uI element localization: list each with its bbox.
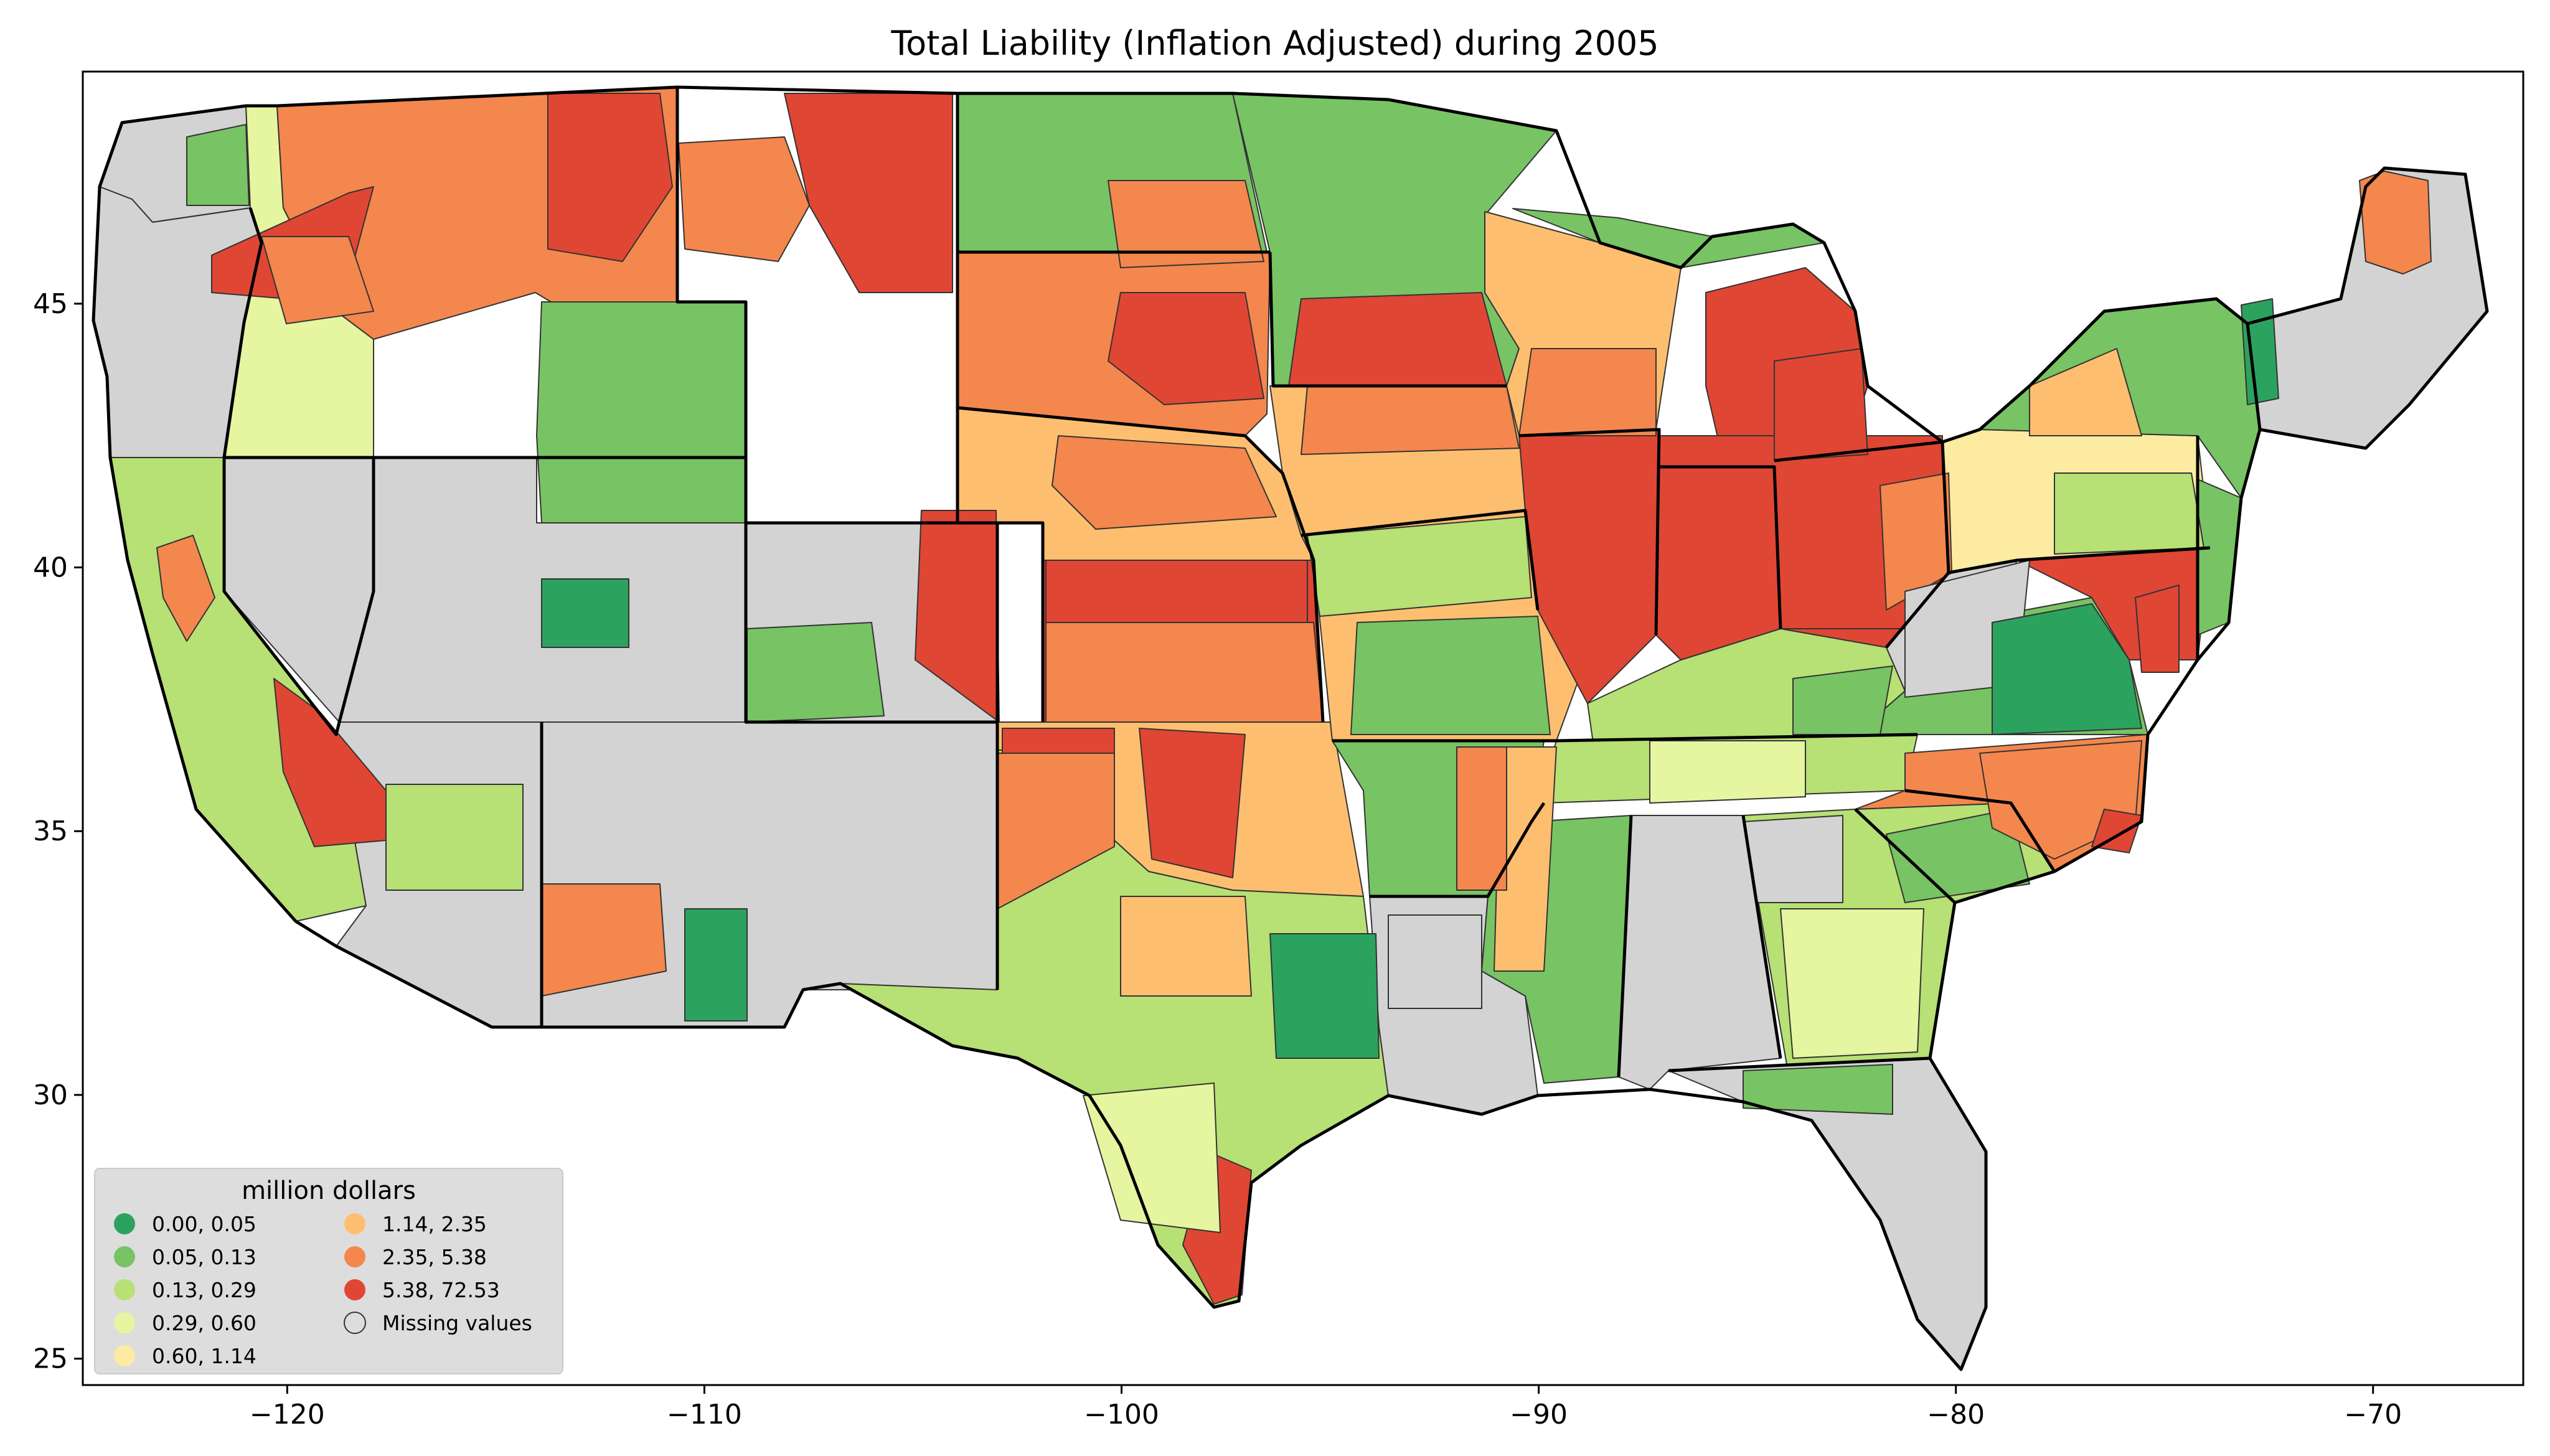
y-tick-label: 45 — [33, 288, 68, 320]
region-pennsylvania-south — [2054, 472, 2204, 555]
region-kansas-north — [1045, 560, 1308, 623]
region-tennessee-middle — [1649, 740, 1806, 804]
legend-label: 0.00, 0.05 — [152, 1212, 256, 1236]
region-montana-central — [678, 136, 810, 262]
legend-box — [94, 1168, 563, 1374]
legend-label: 0.29, 0.60 — [152, 1311, 256, 1335]
legend-swatch — [114, 1345, 135, 1366]
region-minnesota-south — [1288, 292, 1507, 387]
region-kentucky-east — [1792, 665, 1893, 735]
region-nm-south-green — [684, 908, 748, 1022]
legend-swatch — [114, 1312, 135, 1333]
y-tick-label: 35 — [33, 815, 68, 847]
state-wyoming — [536, 301, 746, 524]
legend-swatch — [114, 1213, 135, 1234]
region-texas-north-central — [1120, 896, 1252, 997]
region-idaho-snake — [261, 236, 374, 324]
region-kansas-south — [1045, 622, 1324, 723]
region-nebraska-central — [1052, 435, 1277, 530]
region-texas-south — [1083, 1083, 1221, 1233]
region-texas-east-green — [1269, 933, 1380, 1059]
region-louisiana-north — [1388, 914, 1482, 1009]
legend-swatch — [344, 1279, 365, 1300]
y-tick-label: 40 — [33, 552, 68, 584]
region-northern-ca — [156, 535, 215, 642]
legend-label: Missing values — [382, 1311, 532, 1335]
legend-label: 0.05, 0.13 — [152, 1245, 256, 1269]
state-maine-aroostook — [2359, 171, 2432, 275]
legend-swatch — [344, 1213, 365, 1234]
x-tick-label: −120 — [250, 1399, 325, 1430]
region-missouri-south — [1350, 616, 1551, 735]
region-florida-panhandle — [1743, 1064, 1893, 1115]
legend-swatch — [344, 1246, 365, 1267]
legend-label: 0.13, 0.29 — [152, 1278, 256, 1302]
y-axis: 45 40 35 30 25 — [33, 288, 83, 1375]
y-tick-label: 25 — [33, 1343, 68, 1375]
region-wisconsin-south — [1518, 348, 1657, 436]
region-nd-east — [1108, 180, 1264, 268]
legend-swatch — [344, 1312, 366, 1334]
region-montana-east — [547, 93, 673, 262]
legend-label: 5.38, 72.53 — [382, 1278, 500, 1302]
region-sd-east — [1108, 292, 1264, 405]
x-tick-label: −70 — [2344, 1399, 2402, 1430]
region-south-carolina — [1886, 809, 2030, 903]
region-virginia-piedmont — [1992, 603, 2142, 735]
region-eastern-co — [915, 510, 1000, 723]
state-borders — [92, 85, 2489, 1371]
region-mississippi-delta — [1494, 746, 1557, 972]
y-tick-label: 30 — [33, 1079, 68, 1111]
region-iowa-north — [1301, 385, 1520, 455]
x-tick-label: −90 — [1510, 1399, 1568, 1430]
region-delmarva — [2135, 585, 2180, 673]
map-title: Total Liability (Inflation Adjusted) dur… — [890, 24, 1658, 63]
legend-swatch — [114, 1246, 135, 1267]
region-wa-columbia — [186, 124, 250, 206]
region-michigan-thumb — [1774, 348, 1868, 461]
legend-title: million dollars — [242, 1177, 416, 1205]
region-arkansas-delta — [1456, 746, 1507, 891]
region-california-southeast — [385, 784, 524, 891]
region-oklahoma-central — [1139, 728, 1246, 878]
x-axis: −120 −110 −100 −90 −80 −70 — [250, 1385, 2402, 1430]
x-tick-label: −100 — [1084, 1399, 1159, 1430]
x-tick-label: −110 — [667, 1399, 742, 1430]
x-tick-label: −80 — [1927, 1399, 1985, 1430]
legend-label: 0.60, 1.14 — [152, 1344, 256, 1368]
legend-items: 0.00, 0.05 0.05, 0.13 0.13, 0.29 0.29, 0.60… — [114, 1212, 532, 1368]
region-utah-green — [541, 578, 629, 648]
legend: million dollars 0.00, 0.05 0.05, 0.13 0.13… — [94, 1168, 563, 1374]
legend-label: 2.35, 5.38 — [382, 1245, 487, 1269]
region-new-york-west — [2029, 348, 2142, 436]
region-vermont — [2241, 298, 2279, 405]
region-colorado-sw — [746, 622, 885, 723]
legend-swatch — [114, 1279, 135, 1300]
region-georgia-south — [1780, 908, 1924, 1059]
plot-frame — [82, 70, 2524, 1386]
region-georgia-north — [1743, 815, 1843, 903]
legend-label: 1.14, 2.35 — [382, 1212, 487, 1236]
